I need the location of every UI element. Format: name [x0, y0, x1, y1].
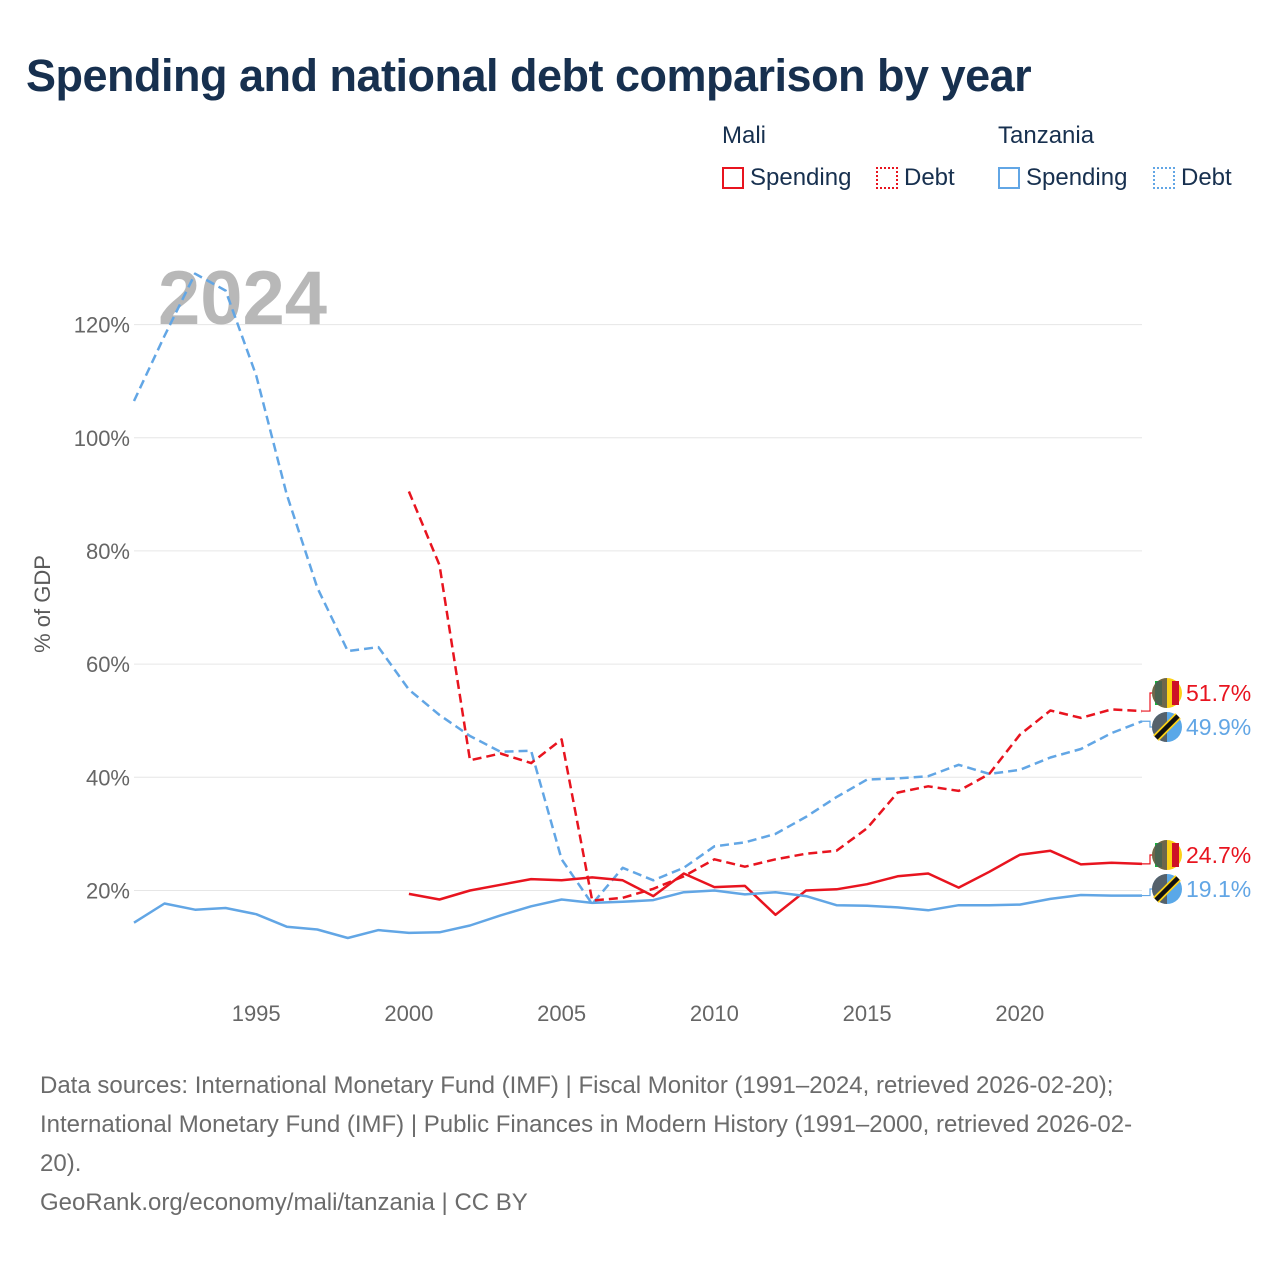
legend-item-label: Spending: [1026, 164, 1128, 191]
legend-swatch-dotted-icon: [876, 167, 898, 189]
mali-flag-icon: [1152, 678, 1182, 708]
series-line-mali-debt[interactable]: [407, 491, 1143, 902]
legend-group-title: Tanzania: [998, 122, 1095, 149]
legend-swatch-solid-icon: [722, 167, 744, 189]
mali-flag-icon: [1152, 840, 1182, 870]
sources-line: Data sources: International Monetary Fun…: [40, 1072, 1114, 1099]
y-tick-label: 100%: [74, 426, 130, 451]
tanzania-flag-icon: [1152, 712, 1182, 742]
end-value-label: 19.1%: [1186, 876, 1251, 902]
legend-item-label: Debt: [904, 164, 955, 191]
sources-line: International Monetary Fund (IMF) | Publ…: [40, 1111, 1133, 1138]
legend-swatch-solid-icon: [998, 167, 1020, 189]
legend-swatch-dotted-icon: [1153, 167, 1175, 189]
legend-item-tanzania-debt[interactable]: Debt: [1153, 164, 1232, 192]
y-tick-label: 120%: [74, 313, 130, 338]
chart-title: Spending and national debt comparison by…: [26, 50, 1032, 101]
data-sources: Data sources: International Monetary Fun…: [40, 1066, 1240, 1222]
attribution-link[interactable]: GeoRank.org/economy/mali/tanzania | CC B…: [40, 1189, 528, 1216]
x-tick-label: 2020: [995, 1001, 1044, 1026]
series-line-tanzania-spending[interactable]: [133, 889, 1142, 940]
y-tick-label: 20%: [86, 878, 130, 903]
y-axis-label: % of GDP: [30, 555, 55, 653]
year-watermark: 2024: [158, 256, 327, 341]
x-tick-label: 1995: [232, 1001, 281, 1026]
y-axis: 20% 40% 60% 80% 100% 120%: [74, 313, 130, 904]
end-value-label: 49.9%: [1186, 714, 1251, 740]
x-tick-label: 2010: [690, 1001, 739, 1026]
x-tick-label: 2005: [537, 1001, 586, 1026]
series-lines: [132, 272, 1143, 940]
end-value-label: 24.7%: [1186, 842, 1251, 868]
line-chart: 20% 40% 60% 80% 100% 120% 1995 2000 2005 2010 201…: [30, 256, 1251, 1026]
legend-item-mali-debt[interactable]: Debt: [876, 164, 955, 192]
legend-item-tanzania-spending[interactable]: Spending: [998, 164, 1127, 192]
legend-group-title: Mali: [722, 122, 767, 149]
x-tick-label: 2015: [843, 1001, 892, 1026]
legend-item-label: Debt: [1181, 164, 1232, 191]
end-labels: 49.9% 51.7% 24.7% 19.1%: [1142, 678, 1251, 904]
series-line-tanzania-debt[interactable]: [132, 272, 1143, 906]
legend-item-label: Spending: [750, 164, 852, 191]
x-axis: 1995 2000 2005 2010 2015 2020: [232, 1001, 1045, 1026]
sources-line: 20).: [40, 1150, 82, 1177]
end-label-connector: [1142, 692, 1154, 712]
end-value-label: 51.7%: [1186, 680, 1251, 706]
y-tick-label: 40%: [86, 765, 130, 790]
tanzania-flag-icon: [1152, 874, 1182, 904]
y-tick-label: 80%: [86, 539, 130, 564]
gridlines: [134, 324, 1142, 891]
x-tick-label: 2000: [384, 1001, 433, 1026]
series-line-mali-spending[interactable]: [408, 849, 1143, 917]
y-tick-label: 60%: [86, 652, 130, 677]
legend-item-mali-spending[interactable]: Spending: [722, 164, 851, 192]
